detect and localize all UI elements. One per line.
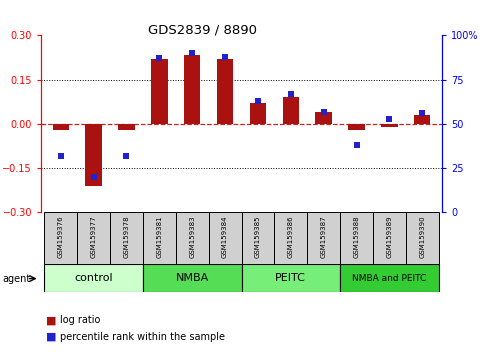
Text: GSM159383: GSM159383 — [189, 216, 195, 258]
Text: ■: ■ — [46, 315, 57, 325]
Bar — [176, 212, 209, 264]
Point — [418, 110, 426, 116]
Bar — [85, 124, 102, 186]
Text: GSM159376: GSM159376 — [58, 216, 64, 258]
Text: GSM159385: GSM159385 — [255, 216, 261, 258]
Point — [188, 50, 196, 56]
Text: GDS2839 / 8890: GDS2839 / 8890 — [148, 23, 257, 36]
Point — [90, 174, 98, 180]
Bar — [348, 124, 365, 130]
Text: log ratio: log ratio — [60, 315, 101, 325]
Text: control: control — [74, 273, 113, 283]
Text: GSM159377: GSM159377 — [91, 216, 97, 258]
Text: GSM159386: GSM159386 — [288, 216, 294, 258]
Bar — [44, 264, 143, 292]
Bar — [118, 124, 135, 130]
Text: GSM159387: GSM159387 — [321, 216, 327, 258]
Bar — [217, 59, 233, 124]
Text: ■: ■ — [46, 332, 57, 342]
Point — [57, 153, 65, 159]
Bar — [250, 103, 266, 124]
Text: NMBA: NMBA — [176, 273, 209, 283]
Bar — [381, 124, 398, 127]
Text: GSM159381: GSM159381 — [156, 216, 162, 258]
Bar — [307, 212, 340, 264]
Bar — [184, 55, 200, 124]
Bar — [242, 264, 340, 292]
Bar — [340, 264, 439, 292]
Bar — [143, 212, 176, 264]
Bar — [274, 212, 307, 264]
Bar — [315, 112, 332, 124]
Point — [320, 109, 327, 114]
Text: GSM159389: GSM159389 — [386, 216, 392, 258]
Text: PEITC: PEITC — [275, 273, 306, 283]
Bar — [340, 212, 373, 264]
Bar — [110, 212, 143, 264]
Bar — [414, 115, 430, 124]
Bar — [242, 212, 274, 264]
Point — [156, 56, 163, 61]
Point — [221, 54, 229, 59]
Text: GSM159388: GSM159388 — [354, 216, 359, 258]
Bar — [53, 124, 69, 130]
Bar — [373, 212, 406, 264]
Point — [287, 91, 295, 97]
Bar — [77, 212, 110, 264]
Bar — [283, 97, 299, 124]
Bar — [151, 59, 168, 124]
Text: GSM159390: GSM159390 — [419, 216, 425, 258]
Point — [123, 153, 130, 159]
Point — [353, 142, 360, 148]
Point — [385, 116, 393, 121]
Bar — [44, 212, 77, 264]
Text: NMBA and PEITC: NMBA and PEITC — [352, 274, 426, 283]
Bar — [406, 212, 439, 264]
Text: GSM159384: GSM159384 — [222, 216, 228, 258]
Point — [254, 98, 262, 104]
Text: percentile rank within the sample: percentile rank within the sample — [60, 332, 226, 342]
Text: agent: agent — [2, 274, 30, 284]
Bar — [209, 212, 242, 264]
Bar — [143, 264, 242, 292]
Text: GSM159378: GSM159378 — [124, 216, 129, 258]
